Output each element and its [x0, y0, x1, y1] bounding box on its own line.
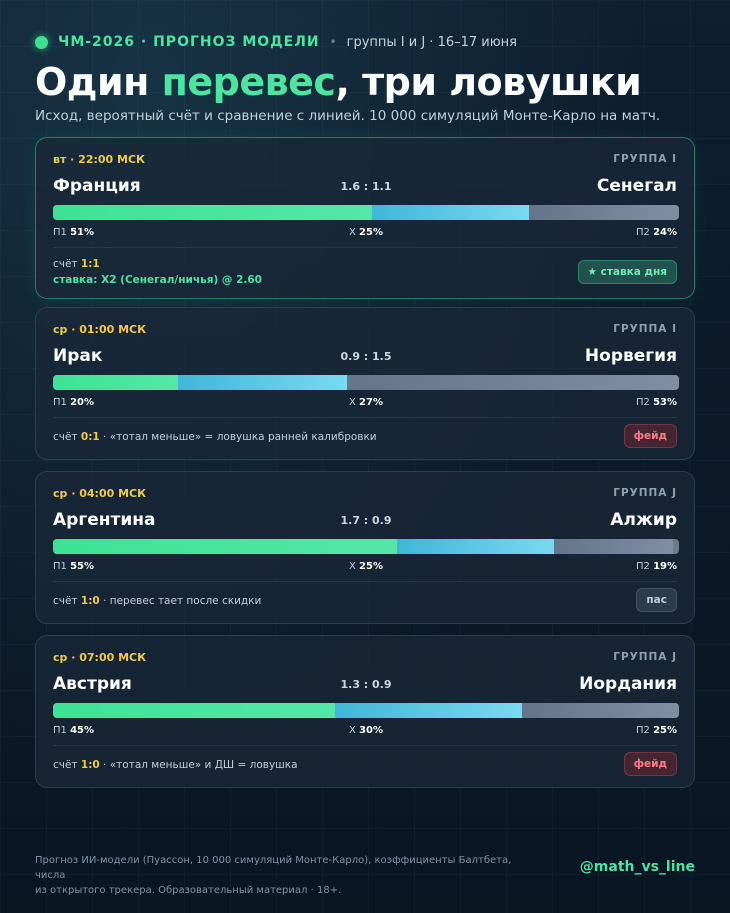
note-text: · «тотал меньше» и ДШ = ловушка — [99, 759, 298, 771]
away-team: Алжир — [610, 510, 677, 530]
draw-segment — [397, 539, 554, 554]
home-win-segment — [53, 375, 179, 390]
expected-goals: 0.9 : 1.5 — [340, 350, 392, 363]
author-handle[interactable]: @math_vs_line — [579, 859, 695, 875]
score-note: счёт 1:0 · перевес тает после скидки — [53, 595, 262, 607]
page-title: Один перевес, три ловушки — [35, 60, 642, 104]
match-card: ср · 04:00 МСК ГРУППА J Аргентина 1.7 : 0.9… — [35, 471, 695, 624]
expected-goals: 1.7 : 0.9 — [340, 514, 392, 527]
card-divider — [53, 745, 677, 746]
match-group: ГРУППА J — [613, 487, 677, 499]
expected-goals: 1.3 : 0.9 — [340, 678, 392, 691]
home-win-value: 45% — [70, 725, 95, 736]
note-text: · «тотал меньше» = ловушка ранней калибр… — [99, 431, 377, 443]
draw-segment — [372, 205, 529, 220]
match-card: ср · 07:00 МСК ГРУППА J Австрия 1.3 : 0.9 Ио… — [35, 635, 695, 788]
verdict-badge: ★ ставка дня — [577, 260, 677, 284]
match-group: ГРУППА I — [613, 323, 677, 335]
card-divider — [53, 581, 677, 582]
match-group: ГРУППА I — [613, 153, 677, 165]
footer-line-1: Прогноз ИИ-модели (Пуассон, 10 000 симул… — [35, 855, 512, 881]
home-win-label: П1 51% — [53, 227, 95, 238]
away-win-label: П2 19% — [635, 561, 677, 572]
away-win-segment — [347, 375, 679, 390]
probability-bar — [53, 205, 679, 220]
away-win-value: 24% — [653, 227, 677, 238]
home-team: Австрия — [53, 674, 132, 694]
probability-bar — [53, 375, 679, 390]
card-divider — [53, 417, 677, 418]
home-team: Аргентина — [53, 510, 156, 530]
draw-segment — [334, 703, 523, 718]
away-team: Иордания — [579, 674, 677, 694]
brand-label: ЧМ-2026 · ПРОГНОЗ МОДЕЛИ — [58, 34, 320, 50]
match-group: ГРУППА J — [613, 651, 677, 663]
home-win-label: П1 45% — [53, 725, 95, 736]
match-time: ср · 01:00 МСК — [53, 323, 147, 336]
note-text: · перевес тает после скидки — [99, 595, 262, 607]
match-time: вт · 22:00 МСК — [53, 153, 146, 166]
draw-value: 27% — [359, 397, 383, 408]
bullet-separator: • — [329, 35, 337, 49]
match-card: вт · 22:00 МСК ГРУППА I Франция 1.6 : 1.1 Се… — [35, 137, 695, 299]
score-note: счёт 1:1 — [53, 258, 100, 270]
match-time: ср · 04:00 МСК — [53, 487, 147, 500]
away-win-label: П2 24% — [635, 227, 677, 238]
home-win-segment — [53, 205, 373, 220]
home-win-segment — [53, 703, 335, 718]
page-lede: Исход, вероятный счёт и сравнение с лини… — [35, 108, 661, 124]
likely-score: 1:1 — [80, 258, 100, 270]
home-win-value: 51% — [70, 227, 95, 238]
home-win-label: П1 20% — [53, 397, 95, 408]
likely-score: 0:1 — [80, 431, 100, 443]
home-win-segment — [53, 539, 398, 554]
home-win-label: П1 55% — [53, 561, 95, 572]
away-win-segment — [528, 205, 679, 220]
away-win-value: 53% — [653, 397, 677, 408]
away-win-value: 25% — [653, 725, 677, 736]
draw-segment — [178, 375, 348, 390]
card-divider — [53, 247, 677, 248]
draw-label: Х 27% — [349, 397, 383, 408]
status-dot-icon — [35, 35, 48, 49]
bet-recommendation: ставка: X2 (Сенегал/ничья) @ 2.60 — [53, 274, 262, 286]
away-win-label: П2 53% — [635, 397, 677, 408]
away-team: Сенегал — [596, 176, 677, 196]
header-subtitle: группы I и J · 16–17 июня — [346, 34, 518, 50]
draw-label: Х 25% — [349, 561, 383, 572]
away-win-value: 19% — [653, 561, 677, 572]
home-team: Ирак — [53, 346, 103, 366]
draw-value: 25% — [359, 227, 383, 238]
match-time: ср · 07:00 МСК — [53, 651, 147, 664]
away-win-label: П2 25% — [635, 725, 677, 736]
away-win-segment — [522, 703, 679, 718]
probability-bar — [53, 539, 679, 554]
verdict-badge: фейд — [623, 424, 677, 448]
title-accent: перевес — [161, 60, 336, 104]
match-card: ср · 01:00 МСК ГРУППА I Ирак 0.9 : 1.5 Норве… — [35, 307, 695, 460]
draw-label: Х 25% — [349, 227, 383, 238]
footer-disclaimer: Прогноз ИИ-модели (Пуассон, 10 000 симул… — [35, 853, 515, 898]
home-team: Франция — [53, 176, 141, 196]
header-topline: ЧМ-2026 · ПРОГНОЗ МОДЕЛИ • группы I и J … — [35, 34, 517, 50]
title-part-2: , три ловушки — [335, 60, 642, 104]
away-win-segment — [553, 539, 673, 554]
verdict-badge: фейд — [623, 752, 677, 776]
footer-line-2: из открытого трекера. Образовательный ма… — [35, 885, 342, 896]
home-win-value: 55% — [70, 561, 95, 572]
verdict-badge: пас — [636, 588, 677, 612]
draw-value: 30% — [359, 725, 383, 736]
title-part-1: Один — [35, 60, 162, 104]
expected-goals: 1.6 : 1.1 — [340, 180, 392, 193]
home-win-value: 20% — [70, 397, 95, 408]
draw-value: 25% — [359, 561, 383, 572]
score-note: счёт 1:0 · «тотал меньше» и ДШ = ловушка — [53, 759, 298, 771]
likely-score: 1:0 — [80, 759, 100, 771]
probability-bar — [53, 703, 679, 718]
likely-score: 1:0 — [80, 595, 100, 607]
away-team: Норвегия — [584, 346, 677, 366]
draw-label: Х 30% — [349, 725, 383, 736]
score-note: счёт 0:1 · «тотал меньше» = ловушка ранн… — [53, 431, 377, 443]
